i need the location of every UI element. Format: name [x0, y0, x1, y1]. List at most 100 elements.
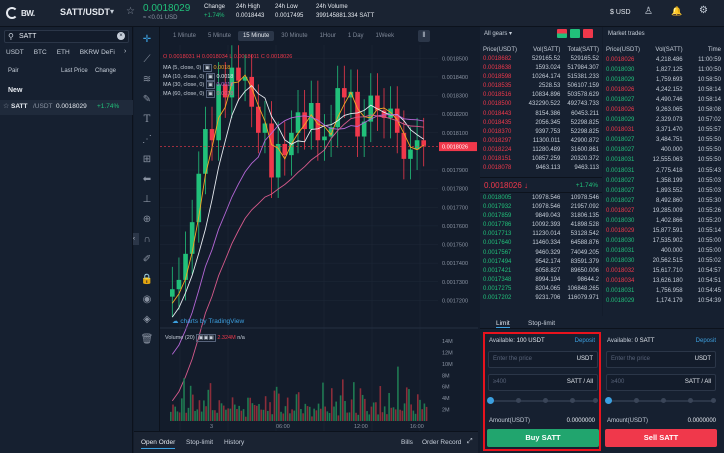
lock-drawings-icon[interactable]: ✐ [142, 253, 152, 265]
trade-row[interactable]: 0.0018031 12,555.063 10:55:50 [606, 157, 721, 164]
bid-row[interactable]: 0.0017640 11460.334 64588.876 [483, 240, 600, 247]
trade-row[interactable]: 0.0018026 9,263.065 10:58:08 [606, 107, 721, 114]
pattern-icon[interactable]: ⋰ [142, 133, 152, 145]
sell-button[interactable]: Sell SATT [605, 429, 717, 447]
bid-row[interactable]: 0.0017494 9542.174 83591.379 [483, 258, 600, 265]
trade-row[interactable]: 0.0018026 4,218.486 11:00:59 [606, 57, 721, 63]
trade-row[interactable]: 0.0018029 1,759.693 10:58:50 [606, 77, 721, 84]
tab-order-record[interactable]: Order Record [422, 439, 462, 446]
tf-5m[interactable]: 5 Minute [207, 33, 231, 39]
clear-search-icon[interactable]: × [117, 32, 125, 40]
ask-row[interactable]: 0.0018598 10264.174 515381.233 [483, 74, 600, 81]
bid-row[interactable]: 0.0017786 10092.393 41898.528 [483, 222, 600, 229]
bid-row[interactable]: 0.0017348 8994.194 98644.2 [483, 276, 600, 283]
buy-deposit-link[interactable]: Deposit [574, 338, 595, 344]
bid-row[interactable]: 0.0017859 9849.043 31806.135 [483, 213, 600, 220]
trade-row[interactable]: 0.0018027 19,285.009 10:55:26 [606, 207, 721, 214]
user-icon[interactable]: ♙ [644, 6, 653, 17]
trade-row[interactable]: 0.0018029 15,877.591 10:55:14 [606, 227, 721, 234]
tab-limit[interactable]: Limit [496, 320, 510, 328]
tf-1h[interactable]: 1Hour [319, 33, 336, 39]
tab-btc[interactable]: BTC [33, 49, 47, 56]
tab-bkrw[interactable]: BKRW [79, 49, 100, 56]
chart-settings-icon[interactable]: ⫴ [418, 30, 430, 42]
ask-row[interactable]: 0.0018516 10834.896 503578.629 [483, 92, 600, 99]
trade-row[interactable]: 0.0018026 4,242.152 10:58:14 [606, 87, 721, 94]
chevron-down-icon[interactable]: ▾ [110, 7, 115, 16]
sell-slider[interactable] [605, 397, 716, 404]
trade-row[interactable]: 0.0018030 1,827.125 11:00:50 [606, 67, 721, 74]
trade-row[interactable]: 0.0018027 1,893.552 10:55:03 [606, 187, 721, 194]
tab-bills[interactable]: Bills [401, 439, 413, 446]
collapse-toolbar-icon[interactable]: ‹ [133, 233, 139, 245]
ask-row[interactable]: 0.0018370 9397.753 52298.825 [483, 128, 600, 135]
tradingview-watermark[interactable]: ☁ charts by TradingView [172, 318, 245, 325]
trade-row[interactable]: 0.0018031 2,775.418 10:55:43 [606, 167, 721, 174]
trash-icon[interactable]: 🗑 [140, 333, 154, 345]
trade-row[interactable]: 0.0018031 1,756.958 10:54:45 [606, 288, 721, 295]
tf-1d[interactable]: 1 Day [347, 33, 364, 39]
slider-handle[interactable] [487, 397, 494, 404]
search-box[interactable]: ⚲ SATT × [4, 30, 129, 43]
trade-row[interactable]: 0.0018027 3,484.751 10:55:50 [606, 137, 721, 144]
ask-row[interactable]: 0.0018224 11280.489 31600.861 [483, 146, 600, 153]
currency-selector[interactable]: $ USD [610, 9, 631, 16]
magnet-icon[interactable]: ∩ [143, 233, 151, 245]
bid-row[interactable]: 0.0017421 6058.827 89650.006 [483, 267, 600, 274]
tab-usdt[interactable]: USDT [6, 49, 24, 56]
trade-row[interactable]: 0.0018027 400.000 10:55:50 [606, 147, 721, 154]
fib-icon[interactable]: ≋ [142, 73, 152, 85]
buy-slider[interactable] [487, 397, 598, 404]
sell-deposit-link[interactable]: Deposit [695, 338, 716, 344]
book-asks-icon[interactable] [583, 29, 593, 38]
trade-row[interactable]: 0.0018030 1,402.866 10:55:20 [606, 217, 721, 224]
eye-icon[interactable]: ◉ [142, 293, 152, 305]
bid-row[interactable]: 0.0017202 9231.706 116079.971 [483, 295, 600, 302]
pair-selector[interactable]: SATT/USDT [60, 7, 110, 17]
layers-icon[interactable]: ◈ [143, 313, 151, 325]
ask-row[interactable]: 0.0018435 2056.345 52298.825 [483, 119, 600, 126]
trend-line-icon[interactable]: ⟋ [143, 53, 151, 65]
trade-row[interactable]: 0.0018032 15,617.710 10:54:57 [606, 267, 721, 274]
trade-row[interactable]: 0.0018027 4,490.746 10:58:14 [606, 97, 721, 104]
sell-price-input[interactable]: Enter the price USDT [606, 351, 716, 368]
prediction-icon[interactable]: ⊞ [142, 153, 152, 165]
trade-row[interactable]: 0.0018030 17,535.902 10:55:00 [606, 237, 721, 244]
star-icon[interactable]: ☆ [3, 103, 10, 110]
notification-icon[interactable]: 🔔 [671, 6, 683, 16]
col-pair[interactable]: Pair [8, 68, 19, 74]
trade-row[interactable]: 0.0018031 3,371.470 10:55:57 [606, 127, 721, 134]
tf-30m[interactable]: 30 Minute [281, 33, 308, 39]
buy-button[interactable]: Buy SATT [487, 429, 599, 447]
trade-row[interactable]: 0.0018031 400.000 10:55:00 [606, 247, 721, 254]
book-bids-icon[interactable] [570, 29, 580, 38]
brush-icon[interactable]: ✎ [142, 93, 152, 105]
trade-row[interactable]: 0.0018029 2,329.073 10:57:02 [606, 117, 721, 124]
logo[interactable]: BW. [6, 6, 42, 20]
ask-row[interactable]: 0.0018638 1593.024 517984.307 [483, 65, 600, 72]
col-last-price[interactable]: Last Price [61, 68, 88, 74]
zoom-in-icon[interactable]: ⊕ [142, 213, 152, 225]
tf-15m[interactable]: 15 Minute [237, 31, 275, 41]
ask-row[interactable]: 0.0018078 9463.113 9463.113 [483, 165, 600, 172]
col-change[interactable]: Change [95, 68, 117, 74]
tab-open-order[interactable]: Open Order [141, 439, 176, 449]
bid-row[interactable]: 0.0017932 10978.546 21957.092 [483, 204, 600, 211]
arrow-left-icon[interactable]: ⬅ [142, 173, 152, 185]
ask-row[interactable]: 0.0018297 11300.011 42900.872 [483, 137, 600, 144]
bid-row[interactable]: 0.0018005 10978.546 10978.546 [483, 195, 600, 201]
buy-amount-input[interactable]: ≥400 SATT / All [488, 374, 598, 391]
gear-selector[interactable]: All gears ▾ [484, 31, 513, 37]
trade-row[interactable]: 0.0018029 1,174.179 10:54:39 [606, 298, 721, 305]
lock-icon[interactable]: 🔒 [140, 273, 154, 285]
tab-history[interactable]: History [224, 439, 245, 446]
favorite-star-icon[interactable]: ☆ [126, 6, 135, 17]
tab-eth[interactable]: ETH [56, 49, 70, 56]
sell-amount-input[interactable]: ≥400 SATT / All [606, 374, 716, 391]
ask-row[interactable]: 0.0018443 8154.386 60453.211 [483, 110, 600, 117]
ask-row[interactable]: 0.0018535 2528.53 506107.159 [483, 83, 600, 90]
tab-stop-limit-form[interactable]: Stop-limit [528, 320, 556, 327]
book-all-icon[interactable] [557, 29, 567, 38]
tabs-scroll-right-icon[interactable]: › [124, 48, 127, 55]
market-row[interactable]: ☆ SATT /USDT 0.0018029 +1.74% [0, 100, 133, 115]
